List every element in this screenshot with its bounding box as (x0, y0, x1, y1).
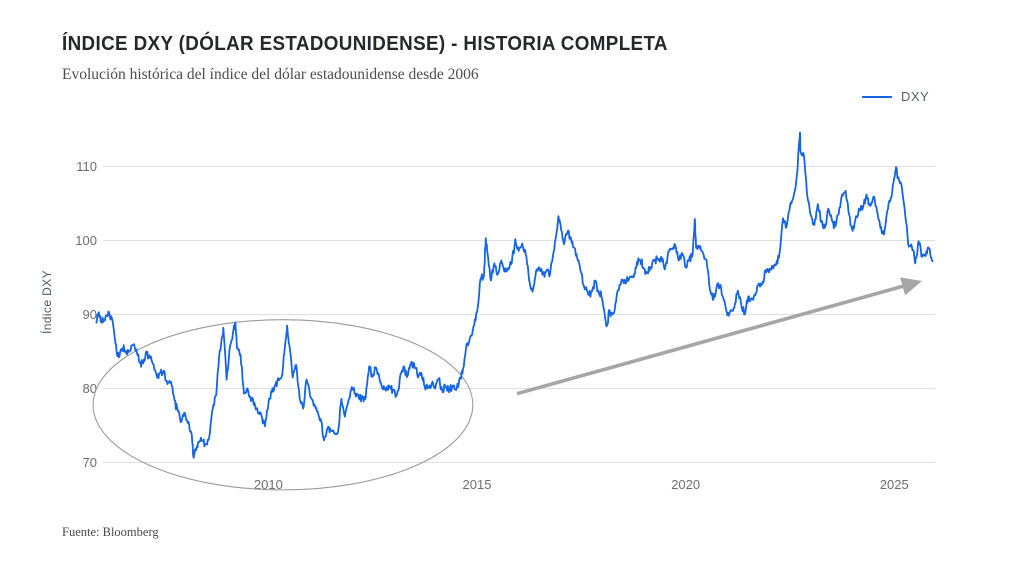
annotation-ellipse-icon (92, 319, 474, 491)
source-note: Fuente: Bloomberg (62, 525, 159, 539)
x-tick-labels: 2010 2015 2020 2025 (254, 477, 909, 492)
y-tick-label: 110 (76, 159, 97, 174)
annotation-arrow-icon (516, 277, 922, 396)
y-tick-label: 100 (75, 233, 97, 248)
y-tick-labels: 70 80 90 100 110 (75, 159, 97, 470)
chart-subtitle: Evolución histórica del índice del dólar… (62, 66, 479, 83)
x-tick-label: 2020 (671, 477, 700, 492)
legend-line-swatch (862, 95, 892, 98)
legend-label: DXY (901, 89, 930, 104)
y-tick-label: 70 (83, 455, 97, 470)
y-tick-label: 90 (83, 307, 97, 322)
x-tick-label: 2025 (880, 477, 909, 492)
legend: DXY (862, 89, 929, 104)
chart-title: ÍNDICE DXY (DÓLAR ESTADOUNIDENSE) - HIST… (62, 33, 668, 55)
gridlines (103, 166, 935, 463)
x-tick-label: 2010 (254, 477, 283, 492)
dxy-series-line (95, 131, 934, 459)
x-tick-label: 2015 (463, 477, 492, 492)
y-tick-label: 80 (83, 381, 97, 396)
